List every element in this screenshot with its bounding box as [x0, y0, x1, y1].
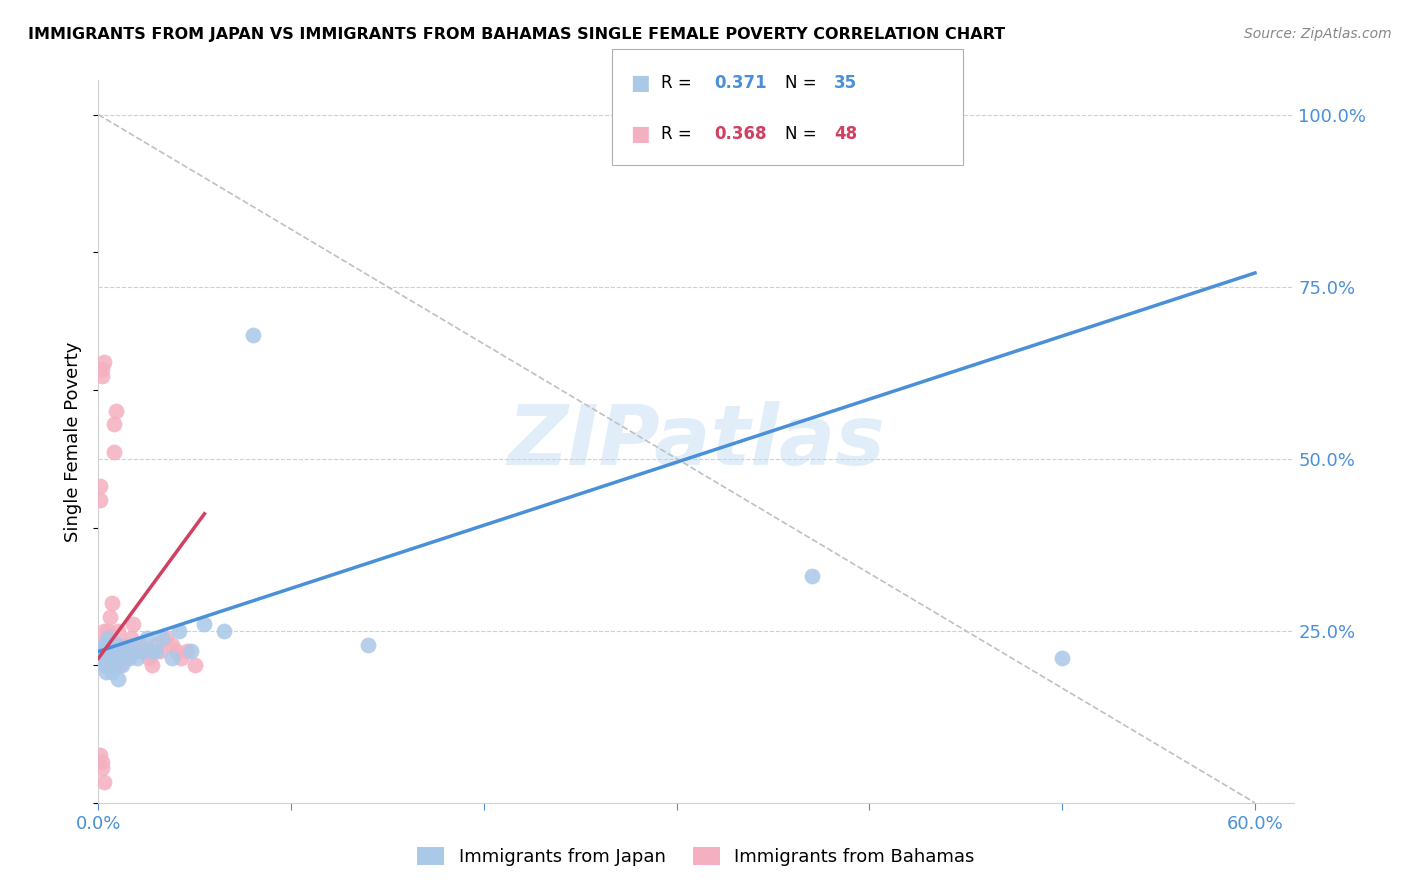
Point — [94, 631, 117, 645]
Text: R =: R = — [661, 75, 697, 93]
Y-axis label: Single Female Poverty: Single Female Poverty — [65, 342, 83, 541]
Point — [145, 644, 167, 658]
Point — [118, 644, 141, 658]
Point — [357, 638, 380, 652]
Point — [104, 658, 127, 673]
Point — [94, 658, 117, 673]
Point — [800, 568, 823, 582]
Point — [242, 327, 264, 342]
Point — [141, 658, 163, 673]
Point — [176, 644, 198, 658]
Point — [103, 445, 125, 459]
Point — [160, 651, 183, 665]
Text: 0.371: 0.371 — [714, 75, 766, 93]
Text: 48: 48 — [834, 125, 856, 143]
Point — [122, 616, 145, 631]
Point — [104, 403, 127, 417]
Point — [122, 638, 145, 652]
Point — [98, 658, 121, 673]
Point — [170, 651, 193, 665]
Point — [91, 638, 114, 652]
Point — [103, 644, 125, 658]
Text: IMMIGRANTS FROM JAPAN VS IMMIGRANTS FROM BAHAMAS SINGLE FEMALE POVERTY CORRELATI: IMMIGRANTS FROM JAPAN VS IMMIGRANTS FROM… — [28, 27, 1005, 42]
Point — [101, 596, 124, 610]
Point — [117, 644, 139, 658]
Point — [89, 644, 111, 658]
Point — [98, 631, 121, 645]
Point — [101, 658, 124, 673]
Point — [212, 624, 235, 638]
Point — [112, 644, 135, 658]
Point — [91, 651, 114, 665]
Point — [103, 651, 125, 665]
Point — [193, 616, 215, 631]
Text: N =: N = — [785, 125, 821, 143]
Point — [169, 624, 191, 638]
Point — [118, 651, 141, 665]
Point — [107, 624, 129, 638]
Point — [93, 775, 115, 789]
Point — [180, 644, 202, 658]
Text: N =: N = — [785, 75, 821, 93]
Point — [114, 638, 136, 652]
Point — [97, 644, 120, 658]
Point — [97, 624, 120, 638]
Point — [93, 658, 115, 673]
Point — [138, 651, 160, 665]
Text: Source: ZipAtlas.com: Source: ZipAtlas.com — [1244, 27, 1392, 41]
Point — [94, 665, 117, 679]
Point — [93, 644, 115, 658]
Point — [150, 631, 173, 645]
Point — [91, 362, 114, 376]
Point — [93, 624, 115, 638]
Point — [125, 644, 148, 658]
Point — [93, 355, 115, 369]
Point — [91, 761, 114, 775]
Point — [129, 644, 152, 658]
Point — [135, 631, 157, 645]
Point — [155, 631, 177, 645]
Point — [91, 755, 114, 769]
Point — [125, 651, 148, 665]
Point — [101, 665, 124, 679]
Point — [107, 651, 129, 665]
Point — [89, 747, 111, 762]
Point — [117, 651, 139, 665]
Text: 35: 35 — [834, 75, 856, 93]
Point — [112, 651, 135, 665]
Text: ZIPatlas: ZIPatlas — [508, 401, 884, 482]
Point — [110, 644, 132, 658]
Text: 0.368: 0.368 — [714, 125, 766, 143]
Text: ■: ■ — [630, 73, 650, 94]
Point — [160, 638, 183, 652]
Text: R =: R = — [661, 125, 697, 143]
Point — [120, 631, 142, 645]
Point — [108, 651, 131, 665]
Point — [1050, 651, 1073, 665]
Point — [141, 644, 163, 658]
Point — [108, 658, 131, 673]
Point — [184, 658, 207, 673]
Point — [107, 672, 129, 686]
Point — [129, 638, 152, 652]
Point — [104, 638, 127, 652]
Point — [91, 369, 114, 384]
Point — [149, 644, 172, 658]
Point — [98, 610, 121, 624]
Point — [107, 638, 129, 652]
Point — [89, 493, 111, 508]
Point — [165, 644, 187, 658]
Point — [89, 644, 111, 658]
Point — [145, 638, 167, 652]
Point — [134, 644, 156, 658]
Point — [97, 644, 120, 658]
Point — [103, 417, 125, 432]
Text: ■: ■ — [630, 124, 650, 144]
Point — [93, 638, 115, 652]
Point — [97, 631, 120, 645]
Point — [89, 479, 111, 493]
Legend: Immigrants from Japan, Immigrants from Bahamas: Immigrants from Japan, Immigrants from B… — [411, 839, 981, 873]
Point — [110, 658, 132, 673]
